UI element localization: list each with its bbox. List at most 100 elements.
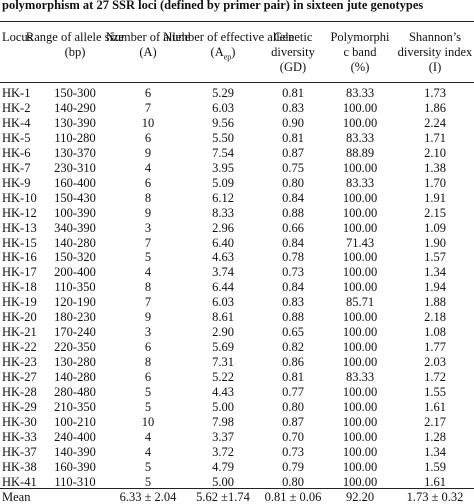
cell: 100.00 [342,340,378,355]
cell: HK-1 [2,86,31,100]
cell: 7 [144,100,152,115]
cell: 5 [144,250,152,265]
rule [0,488,474,489]
cell: HK-30 [2,414,37,429]
cell: 0.86 [282,355,304,370]
cell: 100.00 [342,474,378,489]
cell: 8 [144,355,152,370]
cell: HK-33 [2,429,37,444]
column-symbol: (Aep) [163,45,283,65]
cell: 100.00 [342,220,378,235]
cell: 130-370 [54,145,96,160]
cell: HK-16 [2,250,37,265]
cell: 120-190 [54,295,96,310]
title: polymorphism at 27 SSR loci (defined by … [2,0,424,12]
cell: 5 [144,474,152,489]
cell: 1.61 [424,399,446,414]
cell: 0.79 [282,459,304,474]
cell: 8.33 [212,205,234,220]
cell: 0.90 [282,115,304,130]
cell: 150-320 [54,250,96,265]
cell: 4 [144,429,152,444]
cell: 71.43 [345,235,375,250]
cell: 0.83 [282,100,304,115]
column-header: Genetic [273,30,313,44]
cell: 5.00 [212,399,234,414]
cell: 100.00 [342,459,378,474]
cell: 6.12 [212,190,234,205]
cell: 140-280 [54,235,96,250]
column-header: diversity [271,45,315,59]
cell: HK-38 [2,459,37,474]
column-header: Locus [2,30,33,44]
cell: 100.00 [342,399,378,414]
cell: 0.84 [282,235,304,250]
cell: 6 [144,86,152,100]
column-header: Range of allele size [25,30,125,44]
cell: 210-350 [54,399,96,414]
cell: HK-21 [2,325,37,340]
cell: 0.81 [282,86,304,100]
cell: 130-390 [54,115,96,130]
cell: 160-400 [54,175,96,190]
cell: 100.00 [342,250,378,265]
cell: HK-28 [2,385,37,399]
cell: 7.54 [212,145,234,160]
cell: 0.73 [282,265,304,280]
cell: 10 [141,414,155,429]
cell: 1.86 [424,100,446,115]
cell: 100.00 [342,444,378,459]
cell: 7 [144,235,152,250]
footer-cell: 1.73 ± 0.32 [406,490,464,504]
cell: 6 [144,340,152,355]
cell: 4.43 [212,385,234,399]
cell: HK-22 [2,340,37,355]
cell: 170-240 [54,325,96,340]
cell: 100.00 [342,385,378,399]
cell: HK-7 [2,160,31,175]
cell: 0.81 [282,130,304,145]
cell: 100.00 [342,265,378,280]
cell: 3.72 [212,444,234,459]
cell: 100.00 [342,160,378,175]
cell: 230-310 [54,160,96,175]
cell: 6.44 [212,280,234,295]
cell: HK-2 [2,100,31,115]
cell: 0.87 [282,145,304,160]
cell: HK-18 [2,280,37,295]
cell: 9.56 [212,115,234,130]
cell: 83.33 [345,370,375,385]
cell: 6.03 [212,100,234,115]
cell: 100.00 [342,429,378,444]
cell: 0.82 [282,340,304,355]
cell: 3 [144,325,152,340]
cell: 5.22 [212,370,234,385]
column-header: Polymorphi [330,30,390,44]
cell: 6 [144,175,152,190]
cell: 8 [144,280,152,295]
column-header: (bp) [64,45,86,59]
cell: 6.40 [212,235,234,250]
cell: 1.73 [424,86,446,100]
cell: 0.73 [282,444,304,459]
cell: 6 [144,370,152,385]
cell: 1.08 [424,325,446,340]
cell: 0.83 [282,295,304,310]
cell: HK-10 [2,190,37,205]
column-header: Number of allele [105,30,191,44]
cell: 1.72 [424,370,446,385]
cell: 100-390 [54,205,96,220]
cell: 6.03 [212,295,234,310]
cell: 1.94 [424,280,446,295]
symbol-part: ep [223,52,232,62]
cell: 100.00 [342,280,378,295]
cell: 0.84 [282,280,304,295]
cell: HK-19 [2,295,37,310]
cell: 200-400 [54,265,96,280]
cell: 5.50 [212,130,234,145]
cell: 3 [144,220,152,235]
cell: 2.24 [424,115,446,130]
cell: 1.90 [424,235,446,250]
cell: 7 [144,295,152,310]
cell: 9 [144,145,152,160]
